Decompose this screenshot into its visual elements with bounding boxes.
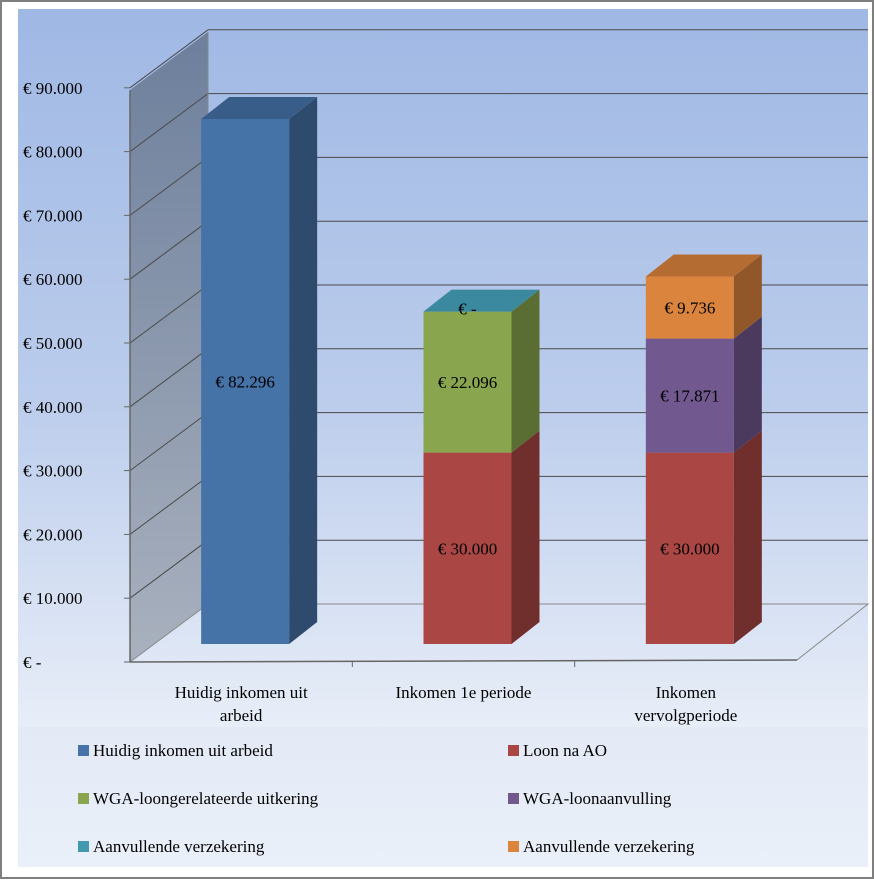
bar-segment-side: [733, 430, 762, 644]
gridline-side: [129, 475, 209, 535]
bar-segment-front: [201, 118, 290, 644]
gridline-side: [129, 539, 209, 599]
legend-swatch: [508, 793, 519, 804]
bar-top-face: [423, 289, 540, 312]
legend-item: Loon na AO: [508, 741, 607, 760]
legend-swatch: [78, 745, 89, 756]
bar-segment-side: [733, 254, 762, 339]
y-tick-label: € 90.000: [23, 79, 83, 98]
bar-segment-side: [511, 430, 540, 644]
x-tick-label: arbeid: [220, 706, 263, 725]
legend-item: WGA-loonaanvulling: [508, 789, 672, 808]
legend-item: WGA-loongerelateerde uitkering: [78, 789, 319, 808]
bars: € 82.296 € 30.000 € 22.096 € - € 30.000 € 17.…: [201, 96, 762, 644]
bar-segment-front: [423, 452, 512, 644]
x-tick-label: Inkomen: [656, 683, 717, 702]
gridline-side: [129, 93, 209, 153]
gridline-side: [129, 284, 209, 344]
y-tick-label: € 10.000: [23, 589, 83, 608]
bar-segment-front: [645, 452, 734, 644]
bar-segment-side: [733, 316, 762, 453]
data-label: € 17.871: [660, 387, 720, 406]
y-tick-label: € 60.000: [23, 270, 83, 289]
side-wall: [130, 32, 208, 662]
data-label: € -: [458, 300, 477, 319]
gridline-side: [129, 29, 209, 89]
floor: [128, 90, 870, 663]
bar-segment-front: [423, 311, 512, 453]
bar-segment-side: [511, 289, 540, 453]
x-tick-label: Huidig inkomen uit: [175, 683, 308, 702]
data-label: € 22.096: [438, 373, 498, 392]
legend-label: Aanvullende verzekering: [93, 837, 265, 856]
bar-segment-front: [645, 338, 734, 453]
data-label: € 30.000: [438, 539, 498, 558]
gridline-side: [129, 156, 209, 216]
x-tick-label: Inkomen 1e periode: [396, 683, 532, 702]
y-axis-ticks: € - € 10.000 € 20.000 € 30.000 € 40.000 € 50.…: [23, 79, 130, 672]
legend-swatch: [508, 745, 519, 756]
data-label: € 30.000: [660, 539, 720, 558]
y-tick-label: € 80.000: [23, 143, 83, 162]
legend: Huidig inkomen uit arbeid Loon na AO WGA-l…: [78, 741, 695, 856]
y-tick-label: € 70.000: [23, 206, 83, 225]
y-tick-label: € 30.000: [23, 462, 83, 481]
y-tick-label: € -: [23, 653, 42, 672]
bar-top-face: [201, 96, 318, 119]
legend-label: WGA-loonaanvulling: [523, 789, 672, 808]
legend-background: [18, 727, 868, 867]
legend-swatch: [78, 793, 89, 804]
gridline-side: [129, 412, 209, 472]
legend-label: WGA-loongerelateerde uitkering: [93, 789, 319, 808]
y-tick-label: € 50.000: [23, 334, 83, 353]
x-tick-label: vervolgperiode: [634, 706, 737, 725]
y-tick-label: € 20.000: [23, 525, 83, 544]
x-axis-line: [129, 659, 798, 663]
x-axis-ticks: Huidig inkomen uit arbeid Inkomen 1e perio…: [175, 661, 737, 725]
legend-label: Loon na AO: [523, 741, 607, 760]
legend-item: Aanvullende verzekering: [78, 837, 265, 856]
legend-label: Aanvullende verzekering: [523, 837, 695, 856]
legend-swatch: [508, 841, 519, 852]
legend-label: Huidig inkomen uit arbeid: [93, 741, 273, 760]
data-label: € 82.296: [215, 372, 275, 391]
bar-segment-front: [645, 276, 734, 339]
gridline-side: [129, 348, 209, 408]
legend-swatch: [78, 841, 89, 852]
gridline-side: [129, 220, 209, 280]
legend-item: Aanvullende verzekering: [508, 837, 695, 856]
data-label: € 9.736: [664, 299, 715, 318]
bar-segment-side: [289, 96, 318, 644]
y-tick-label: € 40.000: [23, 398, 83, 417]
bar-top-face: [645, 254, 762, 277]
legend-item: Huidig inkomen uit arbeid: [78, 741, 273, 760]
